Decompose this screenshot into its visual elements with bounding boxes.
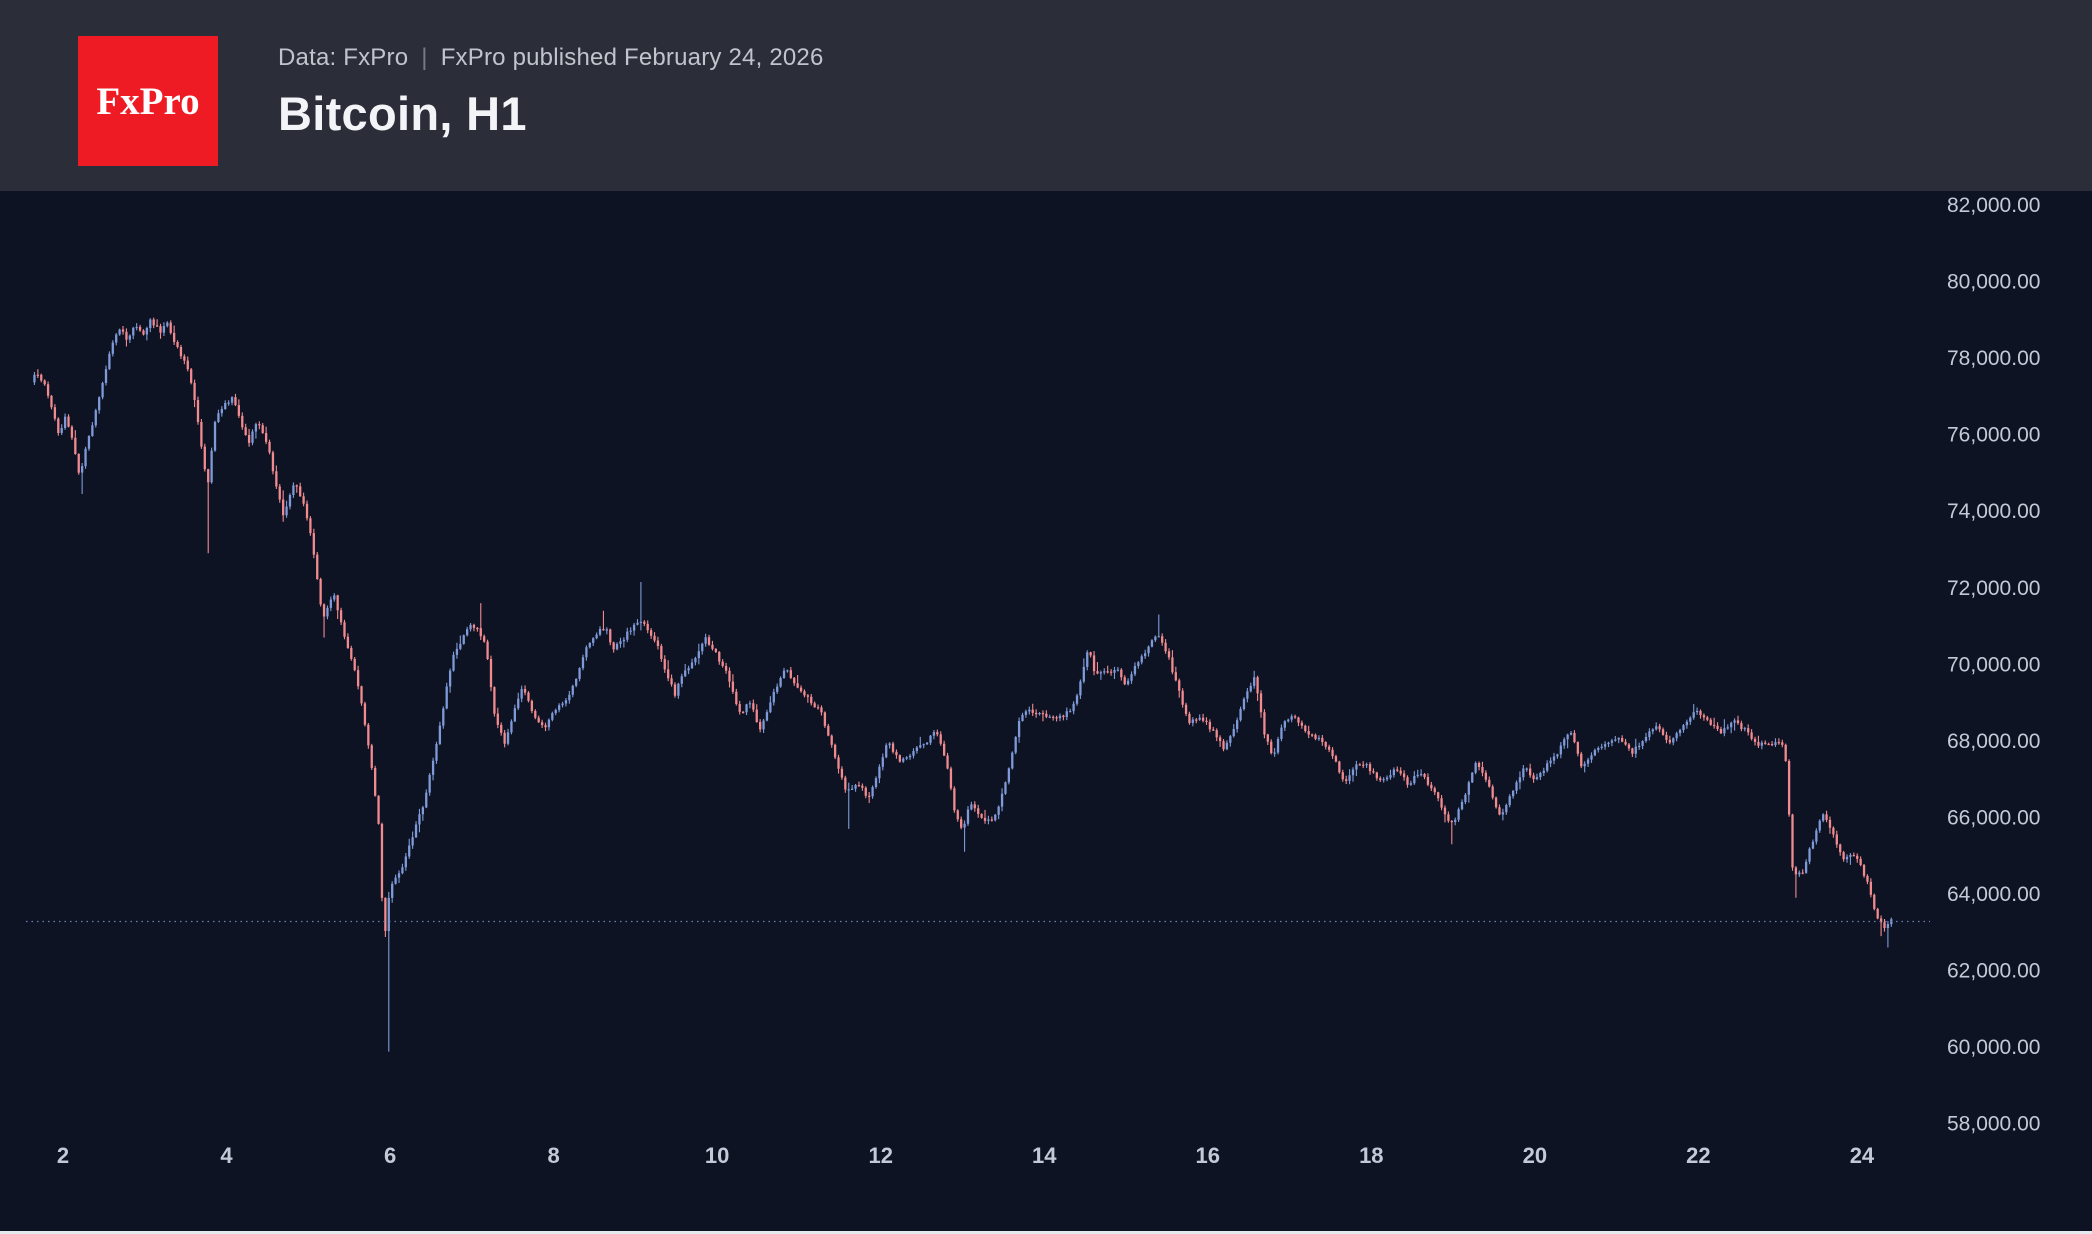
x-axis-label: 22	[1686, 1143, 1710, 1168]
y-axis-label: 82,000.00	[1947, 194, 2040, 217]
candles	[33, 317, 1893, 1052]
fxpro-logo: FxPro	[78, 36, 218, 166]
y-axis-label: 80,000.00	[1947, 271, 2040, 294]
window-bottom-edge	[0, 1231, 2092, 1234]
published-label: FxPro published February 24, 2026	[440, 44, 824, 71]
y-axis-label: 74,000.00	[1947, 500, 2040, 523]
y-axis-label: 64,000.00	[1947, 883, 2040, 906]
y-axis-label: 78,000.00	[1947, 347, 2040, 370]
header-text-block: Data: FxPro | FxPro published February 24,…	[278, 44, 824, 141]
x-axis-label: 4	[220, 1143, 233, 1168]
fxpro-logo-text: FxPro	[96, 79, 200, 123]
x-axis-label: 8	[547, 1143, 559, 1168]
y-axis-label: 70,000.00	[1947, 653, 2040, 676]
x-axis-label: 20	[1523, 1143, 1547, 1168]
x-axis-label: 12	[868, 1143, 892, 1168]
x-axis-label: 24	[1850, 1143, 1875, 1168]
y-axis-label: 58,000.00	[1947, 1113, 2040, 1136]
x-axis-label: 16	[1196, 1143, 1220, 1168]
data-source-label: Data: FxPro	[278, 44, 409, 71]
x-axis-label: 6	[384, 1143, 396, 1168]
y-axis-label: 76,000.00	[1947, 424, 2040, 447]
x-axis-label: 10	[705, 1143, 729, 1168]
y-axis-label: 68,000.00	[1947, 730, 2040, 753]
y-axis-label: 66,000.00	[1947, 806, 2040, 829]
x-axis-label: 18	[1359, 1143, 1383, 1168]
chart-source-line: Data: FxPro | FxPro published February 24,…	[278, 44, 824, 72]
separator: |	[421, 44, 428, 71]
header: FxPro Data: FxPro | FxPro published Februa…	[0, 0, 2092, 191]
chart-title: Bitcoin, H1	[278, 87, 527, 140]
x-axis-label: 2	[57, 1143, 69, 1168]
y-axis-label: 60,000.00	[1947, 1036, 2040, 1059]
y-axis-label: 72,000.00	[1947, 577, 2040, 600]
x-axis-label: 14	[1032, 1143, 1057, 1168]
y-axis-label: 62,000.00	[1947, 960, 2040, 983]
